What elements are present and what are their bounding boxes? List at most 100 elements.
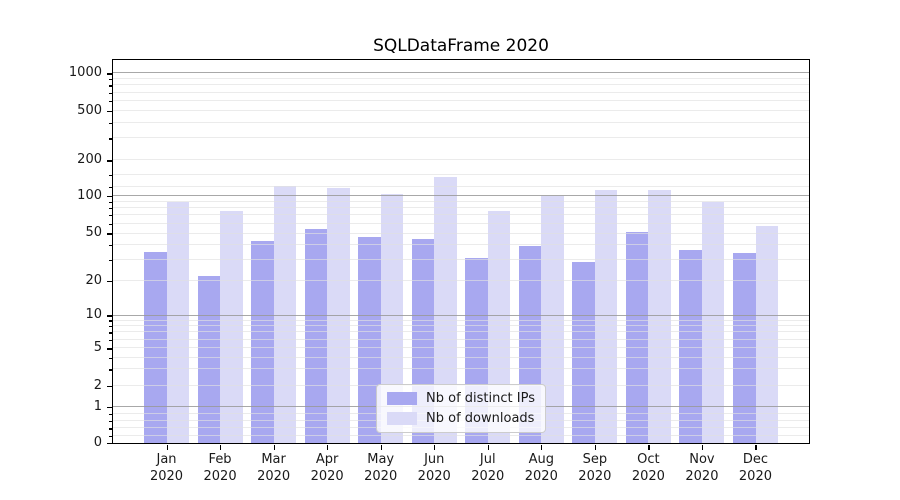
y-tick-label: 20 xyxy=(85,272,102,288)
y-minor-tick-mark xyxy=(109,413,112,416)
y-tick-label: 100 xyxy=(77,187,102,203)
gridline-major xyxy=(113,314,809,316)
y-tick-mark xyxy=(107,443,112,445)
bar-oct-distinct-ips xyxy=(625,232,649,443)
x-tick-mark xyxy=(594,445,597,450)
bar-apr-distinct-ips xyxy=(304,229,328,443)
y-minor-tick-mark xyxy=(109,385,112,388)
x-tick-mark xyxy=(701,445,704,450)
bar-feb-distinct-ips xyxy=(197,275,221,443)
y-minor-tick-mark xyxy=(109,259,112,261)
y-minor-tick-mark xyxy=(109,244,112,247)
gridline-minor xyxy=(113,347,809,349)
y-tick-label: 10 xyxy=(85,307,102,323)
x-tick-label-oct: Oct 2020 xyxy=(631,452,665,484)
gridline-minor xyxy=(113,91,809,93)
gridline-minor xyxy=(113,258,809,260)
x-tick-mark xyxy=(220,445,222,450)
y-minor-tick-mark xyxy=(109,223,112,225)
bar-may-downloads xyxy=(380,193,404,443)
gridline-minor xyxy=(113,338,809,340)
x-tick-label-feb: Feb 2020 xyxy=(203,452,237,484)
y-minor-tick-mark xyxy=(109,357,112,359)
legend-swatch-downloads xyxy=(387,412,418,425)
gridline-major xyxy=(113,195,809,196)
y-tick-label: 500 xyxy=(77,102,102,118)
bar-aug-downloads xyxy=(541,195,564,443)
gridline-minor xyxy=(113,109,809,111)
y-minor-tick-mark xyxy=(109,339,112,341)
x-tick-mark xyxy=(380,445,382,450)
gridline-minor xyxy=(113,200,809,202)
y-minor-tick-mark xyxy=(109,85,112,87)
y-minor-tick-mark xyxy=(109,138,112,140)
bar-jan-downloads xyxy=(166,201,189,443)
x-tick-label-jan: Jan 2020 xyxy=(149,452,184,484)
bar-nov-downloads xyxy=(701,201,725,443)
y-minor-tick-mark xyxy=(109,122,112,124)
gridline-minor xyxy=(113,325,809,327)
y-minor-tick-mark xyxy=(109,369,112,371)
y-tick-label: 5 xyxy=(93,340,102,356)
bar-may-distinct-ips xyxy=(358,236,381,443)
y-minor-tick-mark xyxy=(109,100,112,102)
y-minor-tick-mark xyxy=(109,348,112,350)
y-tick-label: 1000 xyxy=(68,65,102,81)
y-minor-tick-mark xyxy=(109,160,112,162)
bar-mar-distinct-ips xyxy=(251,241,274,443)
y-minor-tick-mark xyxy=(109,326,112,328)
gridline-minor xyxy=(113,244,809,245)
gridline-minor xyxy=(113,185,809,187)
y-minor-tick-mark xyxy=(109,320,112,322)
gridline-minor xyxy=(113,207,809,208)
y-minor-tick-mark xyxy=(109,421,112,423)
legend: Nb of distinct IPs Nb of downloads xyxy=(376,384,546,433)
y-minor-tick-mark xyxy=(109,92,112,94)
bar-oct-downloads xyxy=(648,189,671,443)
y-minor-tick-mark xyxy=(109,110,112,112)
gridline-minor xyxy=(113,222,809,224)
bar-mar-downloads xyxy=(273,185,297,443)
gridline-minor xyxy=(113,84,809,86)
y-minor-tick-mark xyxy=(109,208,112,210)
y-tick-mark xyxy=(107,195,112,198)
x-tick-label-jun: Jun 2020 xyxy=(417,452,451,484)
bar-jun-downloads xyxy=(434,176,457,443)
chart-title: SQLDataFrame 2020 xyxy=(373,36,549,56)
y-tick-label: 0 xyxy=(93,435,102,450)
gridline-minor xyxy=(113,78,809,80)
x-tick-mark xyxy=(166,445,168,450)
y-tick-mark xyxy=(107,406,112,408)
y-tick-label: 200 xyxy=(77,152,102,168)
y-minor-tick-mark xyxy=(109,332,112,334)
x-tick-label-dec: Dec 2020 xyxy=(738,452,772,484)
x-tick-mark xyxy=(487,445,489,450)
y-minor-tick-mark xyxy=(109,233,112,235)
y-tick-mark xyxy=(107,73,112,75)
x-tick-label-nov: Nov 2020 xyxy=(685,452,719,484)
x-tick-label-apr: Apr 2020 xyxy=(310,452,344,484)
gridline-minor xyxy=(113,121,809,123)
gridline-minor xyxy=(113,159,809,161)
y-minor-tick-mark xyxy=(109,428,112,430)
bar-sep-distinct-ips xyxy=(572,261,595,443)
x-tick-label-jul: Jul 2020 xyxy=(471,452,505,484)
x-tick-mark xyxy=(755,445,757,450)
y-tick-label: 1 xyxy=(93,398,102,414)
bar-nov-distinct-ips xyxy=(679,250,702,443)
legend-label-distinct-ips: Nb of distinct IPs xyxy=(426,391,535,406)
y-minor-tick-mark xyxy=(109,435,112,437)
y-minor-tick-mark xyxy=(109,186,112,188)
gridline-minor xyxy=(113,331,809,333)
gridline-minor xyxy=(113,232,809,234)
x-tick-label-may: May 2020 xyxy=(364,452,398,484)
x-tick-mark xyxy=(648,445,650,450)
x-tick-label-mar: Mar 2020 xyxy=(257,452,291,484)
y-minor-tick-mark xyxy=(109,201,112,203)
x-tick-mark xyxy=(434,445,436,450)
bar-sep-downloads xyxy=(594,189,618,443)
legend-item-distinct-ips: Nb of distinct IPs xyxy=(387,391,535,406)
gridline-minor xyxy=(113,214,809,216)
gridline-minor xyxy=(113,319,809,321)
gridline-minor xyxy=(113,174,809,176)
